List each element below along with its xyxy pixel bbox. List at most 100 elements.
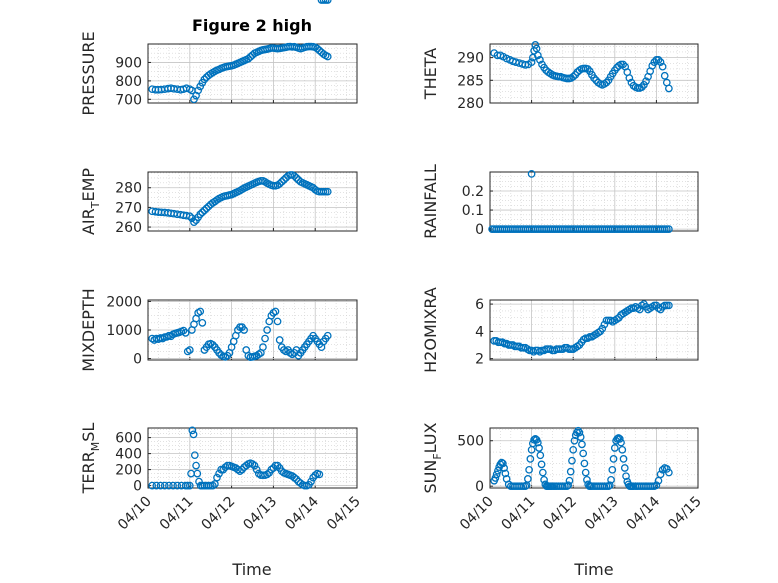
data-point (569, 72, 578, 81)
data-point (494, 466, 502, 475)
data-point (618, 445, 627, 454)
data-point (185, 212, 194, 221)
data-point (521, 482, 530, 491)
data-point (277, 467, 286, 476)
data-point (533, 438, 542, 447)
y-tick-label: 1000 (106, 323, 142, 339)
data-point (531, 41, 540, 49)
data-point (578, 440, 586, 449)
plot-area (490, 172, 698, 231)
axes-box (147, 43, 358, 104)
data-point (568, 456, 576, 465)
x-tick-label: 04/12 (199, 494, 239, 534)
data-point (635, 305, 644, 314)
data-point (566, 467, 575, 476)
data-point (169, 481, 177, 490)
data-point (656, 470, 665, 479)
data-point (198, 208, 207, 217)
data-point (608, 465, 617, 474)
y-tick-label: 2000 (106, 294, 142, 310)
data-point (234, 465, 242, 474)
y-axis-label: THETA (421, 48, 440, 100)
data-point (581, 468, 590, 477)
data-point (273, 317, 282, 326)
data-point (196, 307, 205, 316)
x-axis-label-left: Time (231, 560, 271, 579)
data-point (208, 481, 217, 490)
data-point (196, 82, 205, 91)
y-tick-label: 0 (133, 352, 142, 368)
y-axis-label: PRESSURE (79, 31, 98, 115)
y-tick-label: 700 (115, 92, 142, 108)
y-axis-label: TERRMSL (79, 423, 102, 495)
data-point (248, 460, 257, 468)
data-point (619, 455, 628, 463)
data-point (213, 473, 221, 482)
data-point (501, 469, 510, 478)
y-tick-label: 270 (115, 200, 142, 216)
panel-5: 0 1000 2000 MIXDEPTH (79, 288, 358, 372)
y-tick-label: 6 (475, 297, 484, 313)
data-point (607, 475, 615, 484)
data-point (290, 172, 299, 180)
x-tick-label: 04/15 (324, 494, 364, 534)
data-point (148, 481, 157, 490)
x-tick-label: 04/15 (665, 494, 705, 534)
x-tick-label: 04/13 (582, 494, 622, 534)
panel-6: 2 4 6 H2OMIXRA (421, 287, 699, 373)
data-point (185, 346, 194, 354)
y-tick-label: 400 (115, 447, 142, 463)
data-point (536, 56, 544, 64)
y-tick-label: 290 (457, 51, 484, 67)
data-point (598, 324, 607, 333)
data-point (208, 341, 217, 349)
data-point (179, 326, 188, 335)
data-point (602, 78, 611, 87)
data-point (500, 464, 508, 472)
data-point (533, 51, 542, 60)
data-point (323, 0, 332, 4)
data-point (263, 326, 271, 334)
data-point (658, 62, 667, 71)
data-point (194, 86, 203, 95)
data-point (656, 58, 665, 67)
data-point (185, 481, 194, 490)
data-point (193, 469, 202, 478)
data-point (188, 426, 197, 435)
data-point (564, 481, 573, 490)
y-tick-label: 4 (475, 324, 484, 340)
x-tick-label: 04/10 (115, 494, 155, 534)
data-point (160, 481, 169, 490)
data-point (540, 475, 548, 484)
data-point (511, 58, 520, 67)
data-point (619, 60, 627, 69)
axes-box (147, 171, 358, 232)
y-tick-label: 0.1 (462, 203, 484, 219)
y-axis-label: H2OMIXRA (421, 287, 440, 373)
data-point (165, 481, 173, 490)
y-tick-label: 260 (115, 220, 142, 236)
data-point (279, 176, 288, 184)
data-point (521, 61, 530, 69)
data-point (575, 428, 584, 437)
data-point (665, 468, 673, 477)
data-point (492, 470, 501, 479)
axes-box (489, 43, 699, 104)
data-point (527, 170, 536, 178)
data-point (290, 473, 299, 482)
x-tick-label: 04/11 (499, 494, 539, 534)
y-axis-label: RAINFALL (421, 164, 440, 239)
y-axis-label: AIRTEMP (79, 168, 102, 235)
data-point (652, 481, 661, 490)
data-point (615, 435, 624, 443)
axes-box (489, 299, 699, 361)
data-point (271, 307, 280, 316)
panel-8: 0 500 SUNFLUX 04/10 04/11 04/12 04/13 04/14 04/1… (421, 422, 705, 533)
data-point (292, 174, 301, 182)
data-point (590, 74, 598, 82)
data-point (263, 470, 271, 479)
data-point (583, 65, 592, 73)
chart-title: Figure 2 high (192, 16, 312, 35)
data-point (323, 331, 332, 340)
